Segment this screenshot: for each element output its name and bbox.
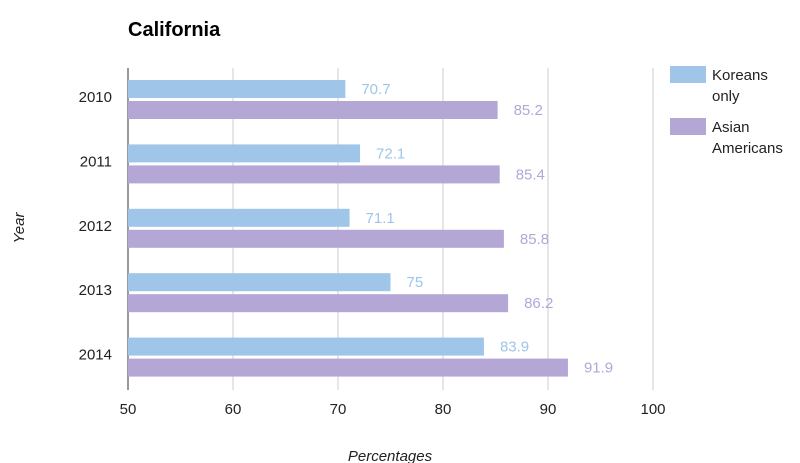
data-label: 85.2 [514,102,543,119]
bar [128,294,509,313]
x-tick-label: 70 [330,401,347,418]
bar [128,144,361,163]
bar [128,165,500,184]
y-tick-label: 2011 [80,153,112,170]
bars: 70.7 85.2 72.1 85.4 71.1 85.8 75 86.2 83.9 91.9 [128,80,613,377]
x-tick-labels: 50 60 70 80 90 100 [120,401,666,418]
x-axis-label: Percentages [348,448,433,463]
data-label: 85.8 [520,231,549,248]
bar [128,80,346,98]
y-tick-labels: 2010 2011 2012 2013 2014 [79,89,112,364]
bar [128,101,498,119]
y-tick-label: 2014 [79,347,112,364]
x-tick-label: 80 [435,401,452,418]
x-tick-label: 100 [640,401,665,418]
data-label: 70.7 [361,81,390,98]
x-tick-label: 60 [225,401,242,418]
bar [128,337,484,356]
data-label: 91.9 [584,360,613,377]
data-label: 71.1 [366,210,395,227]
y-tick-label: 2012 [79,218,112,235]
legend-swatch [670,118,706,135]
y-axis-label: Year [11,212,28,244]
bar [128,208,350,227]
y-tick-label: 2013 [79,282,112,299]
bar [128,358,568,377]
x-tick-label: 50 [120,401,137,418]
legend-label: Koreans only [712,67,768,105]
legend-swatch [670,66,706,83]
legend-label: Asian Americans [712,119,783,157]
y-tick-label: 2010 [79,89,112,106]
data-label: 85.4 [516,166,545,183]
bar [128,273,391,292]
bar [128,229,504,248]
data-label: 86.2 [524,295,553,312]
x-tick-label: 90 [540,401,557,418]
legend: Koreans only Asian Americans [670,66,783,157]
data-label: 83.9 [500,339,529,356]
data-label: 75 [407,274,424,291]
chart-title: California [128,19,221,41]
data-label: 72.1 [376,145,405,162]
gridlines [127,68,654,390]
